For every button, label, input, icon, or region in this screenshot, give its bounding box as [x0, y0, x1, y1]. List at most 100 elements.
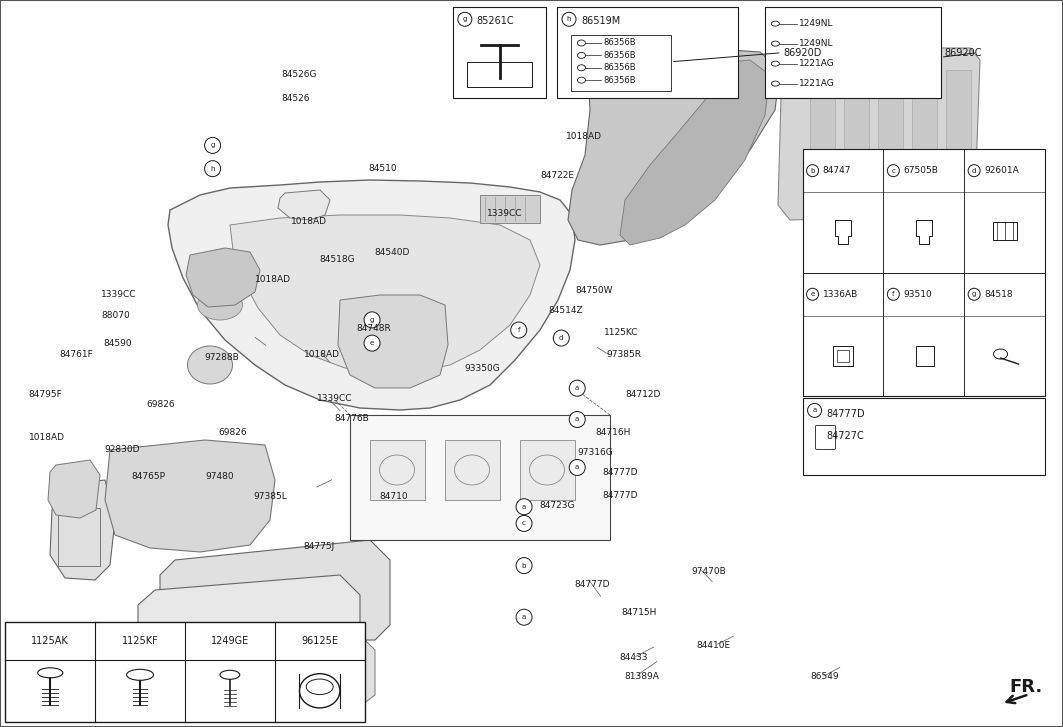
Text: a: a	[575, 385, 579, 391]
Bar	[837, 350, 849, 362]
Text: 1018AD: 1018AD	[255, 276, 291, 284]
Polygon shape	[778, 48, 980, 220]
Text: 84722E: 84722E	[540, 172, 574, 180]
Bar	[520, 440, 575, 500]
Bar	[453, 7, 546, 98]
Polygon shape	[161, 540, 390, 640]
Text: a: a	[522, 504, 526, 510]
Text: 1125KC: 1125KC	[604, 328, 638, 337]
Text: 84777D: 84777D	[603, 468, 638, 477]
Text: a: a	[812, 407, 816, 414]
Bar	[445, 440, 500, 500]
Bar	[915, 346, 933, 366]
Text: 84750W: 84750W	[575, 286, 612, 295]
Text: b: b	[810, 168, 814, 174]
Text: 84514Z: 84514Z	[549, 306, 584, 315]
Text: 84795F: 84795F	[29, 390, 63, 399]
Text: 69826: 69826	[147, 401, 175, 409]
Text: 84748R: 84748R	[356, 324, 391, 333]
Text: e: e	[810, 292, 814, 297]
Text: 84777D: 84777D	[603, 491, 638, 500]
Text: 97385L: 97385L	[253, 492, 287, 501]
Text: 88070: 88070	[101, 311, 130, 320]
Text: 1018AD: 1018AD	[304, 350, 340, 359]
Text: 1249GE: 1249GE	[210, 635, 249, 646]
Bar	[370, 440, 425, 500]
Bar	[803, 149, 1045, 396]
Text: a: a	[575, 417, 579, 422]
Text: f: f	[518, 327, 520, 333]
Text: c: c	[522, 521, 526, 526]
Circle shape	[888, 288, 899, 300]
Text: d: d	[559, 335, 563, 341]
Text: 86920D: 86920D	[783, 48, 822, 57]
Circle shape	[204, 137, 221, 153]
Text: 1339CC: 1339CC	[101, 290, 136, 299]
Text: 86356B: 86356B	[604, 63, 636, 72]
Text: 1221AG: 1221AG	[799, 59, 836, 68]
Text: 84723G: 84723G	[539, 501, 574, 510]
Bar	[993, 222, 1016, 241]
Polygon shape	[230, 215, 540, 373]
Text: 93350G: 93350G	[465, 364, 501, 373]
Text: 84433: 84433	[620, 654, 648, 662]
Text: FR.: FR.	[1009, 678, 1043, 696]
Text: 92830D: 92830D	[104, 445, 139, 454]
Circle shape	[516, 499, 533, 515]
Bar	[878, 70, 902, 180]
Ellipse shape	[187, 346, 233, 384]
Text: 93510: 93510	[904, 290, 932, 299]
Circle shape	[968, 164, 980, 177]
Bar	[912, 70, 937, 180]
Text: 1018AD: 1018AD	[291, 217, 327, 226]
Bar	[833, 346, 853, 366]
Text: 97385R: 97385R	[606, 350, 641, 358]
Bar	[844, 70, 868, 180]
Circle shape	[569, 380, 586, 396]
Bar	[557, 7, 738, 98]
Bar	[803, 398, 1045, 475]
Polygon shape	[168, 180, 575, 410]
Text: 84716H: 84716H	[595, 428, 630, 437]
Polygon shape	[186, 248, 260, 307]
Text: 84747: 84747	[823, 166, 851, 175]
Bar	[58, 508, 100, 566]
Circle shape	[510, 322, 527, 338]
Bar	[765, 7, 941, 98]
Text: 84775J: 84775J	[303, 542, 334, 551]
Text: 96125E: 96125E	[301, 635, 338, 646]
Text: 97470B: 97470B	[691, 567, 726, 576]
Text: f: f	[892, 292, 895, 297]
Bar	[572, 34, 671, 91]
Text: 1125AK: 1125AK	[31, 635, 69, 646]
Text: c: c	[892, 168, 895, 174]
Circle shape	[888, 164, 899, 177]
Circle shape	[968, 288, 980, 300]
Text: 84526: 84526	[282, 94, 310, 103]
Text: 84540D: 84540D	[374, 248, 409, 257]
Circle shape	[569, 459, 586, 475]
Text: b: b	[522, 563, 526, 569]
Bar	[480, 195, 540, 223]
Circle shape	[807, 164, 819, 177]
Text: 86519M: 86519M	[581, 16, 621, 26]
Text: 81389A: 81389A	[624, 672, 659, 680]
Polygon shape	[138, 575, 360, 675]
Bar	[810, 70, 836, 180]
Polygon shape	[170, 635, 375, 710]
Text: a: a	[522, 614, 526, 620]
Text: 84777D: 84777D	[827, 409, 865, 419]
Text: d: d	[972, 168, 976, 174]
Bar	[467, 62, 533, 87]
Text: h: h	[210, 166, 215, 172]
Text: 84765P: 84765P	[132, 472, 166, 481]
Text: 1339CC: 1339CC	[317, 394, 352, 403]
Text: 84526G: 84526G	[282, 71, 317, 79]
Text: 84727C: 84727C	[827, 431, 864, 441]
Text: 84761F: 84761F	[60, 350, 94, 358]
Circle shape	[569, 411, 586, 427]
Polygon shape	[620, 60, 770, 245]
Circle shape	[204, 161, 221, 177]
Text: g: g	[972, 292, 976, 297]
Text: 97480: 97480	[205, 473, 234, 481]
